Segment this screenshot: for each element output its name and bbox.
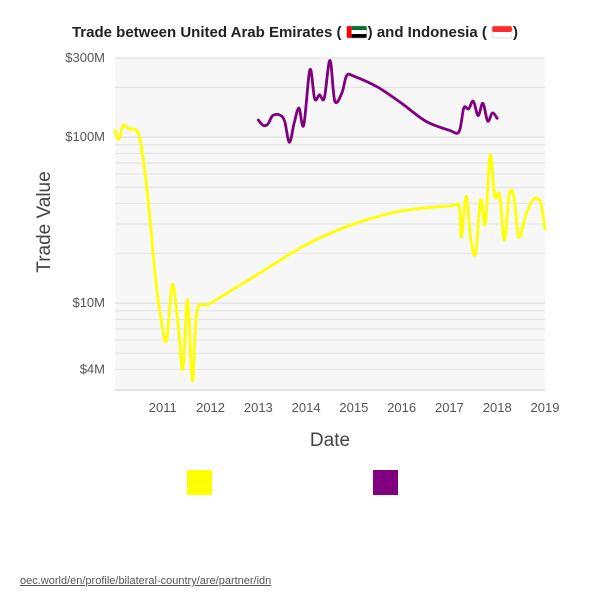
x-axis-ticks: 2011 2012 2013 2014 2015 2016 2017 2018 2019 bbox=[149, 400, 560, 415]
y-tick-label-1: $10M bbox=[72, 295, 105, 310]
y-tick-label-3: $300M bbox=[65, 50, 105, 65]
title-suffix: ) bbox=[513, 24, 518, 41]
x-tick-label-4: 2015 bbox=[339, 400, 368, 415]
title-mid: ) and Indonesia ( bbox=[368, 24, 487, 41]
grid-lines bbox=[115, 57, 545, 391]
y-axis-ticks: $4M $10M $100M $300M bbox=[65, 50, 105, 376]
series-line-1[interactable] bbox=[256, 58, 499, 144]
x-tick-label-8: 2019 bbox=[531, 400, 560, 415]
series-line-0[interactable] bbox=[113, 123, 547, 383]
x-tick-label-7: 2018 bbox=[483, 400, 512, 415]
legend-swatch-yellow[interactable] bbox=[187, 470, 212, 495]
x-tick-label-3: 2014 bbox=[292, 400, 321, 415]
source-link[interactable]: oec.world/en/profile/bilateral-country/a… bbox=[20, 575, 272, 587]
x-axis-title: Date bbox=[310, 430, 350, 451]
x-tick-label-0: 2011 bbox=[149, 400, 177, 415]
y-tick-label-0: $4M bbox=[80, 361, 105, 376]
title-prefix: Trade between United Arab Emirates ( bbox=[72, 24, 342, 41]
y-axis-title: Trade Value bbox=[34, 171, 55, 272]
x-tick-label-2: 2013 bbox=[244, 400, 273, 415]
x-tick-label-1: 2012 bbox=[196, 400, 225, 415]
legend-swatch-purple[interactable] bbox=[373, 470, 398, 495]
x-tick-label-6: 2017 bbox=[435, 400, 464, 415]
chart-title: Trade between United Arab Emirates ( ) a… bbox=[72, 24, 518, 41]
indonesia-flag-icon bbox=[491, 25, 513, 39]
x-tick-label-5: 2016 bbox=[387, 400, 416, 415]
series-lines bbox=[113, 58, 547, 383]
y-tick-label-2: $100M bbox=[65, 129, 105, 144]
uae-flag-icon bbox=[346, 25, 367, 39]
